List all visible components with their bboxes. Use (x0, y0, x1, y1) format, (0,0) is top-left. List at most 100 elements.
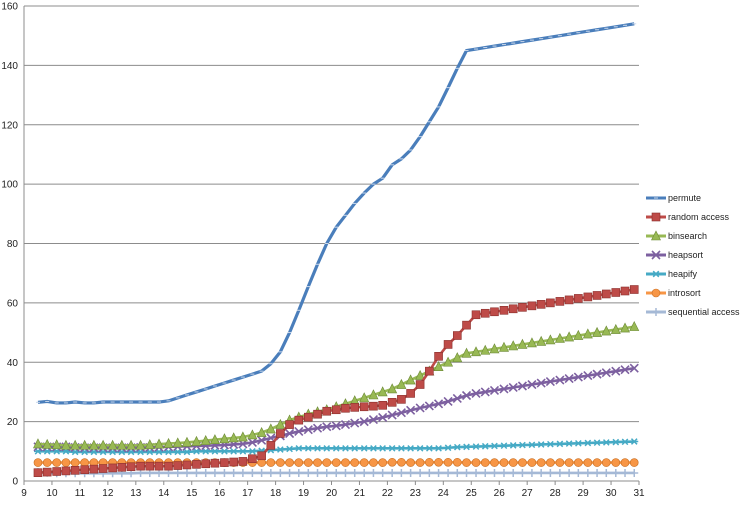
data-point (565, 440, 574, 447)
data-point (135, 439, 146, 450)
data-point (508, 458, 518, 467)
data-point (359, 402, 369, 412)
data-point (220, 458, 229, 467)
legend-label: heapsort (668, 250, 704, 260)
data-point (611, 468, 620, 477)
data-point (201, 468, 210, 477)
x-tick-label: 18 (270, 488, 282, 499)
data-point (182, 448, 191, 456)
data-point (248, 454, 257, 464)
data-point (108, 463, 117, 473)
x-tick-label: 12 (102, 488, 114, 499)
data-point (415, 380, 425, 389)
data-point (611, 438, 620, 446)
data-point (276, 468, 285, 477)
data-point (237, 431, 248, 442)
data-point (527, 301, 537, 311)
data-point (70, 466, 80, 475)
data-point (444, 444, 453, 452)
data-point (229, 468, 238, 477)
data-point (154, 461, 164, 471)
data-point (545, 376, 555, 387)
data-point (144, 439, 155, 450)
data-point (387, 398, 397, 407)
x-tick-label: 24 (438, 488, 450, 499)
data-point (405, 374, 416, 385)
data-point (461, 390, 472, 401)
data-point (136, 461, 145, 471)
data-point (275, 418, 286, 429)
data-point (220, 468, 229, 477)
data-point (341, 445, 350, 452)
x-tick-label: 10 (46, 488, 58, 499)
data-point (593, 468, 602, 477)
data-point (285, 468, 294, 477)
data-point (471, 388, 481, 398)
data-point (434, 399, 444, 409)
data-point (601, 289, 611, 299)
x-tick-label: 13 (130, 488, 142, 499)
legend: permute random access binsearch heapsort hea… (646, 193, 740, 317)
data-point (546, 458, 555, 467)
data-point (79, 439, 90, 450)
data-point (304, 445, 313, 452)
data-point (453, 468, 462, 477)
legend-item: random access (646, 212, 730, 222)
data-point (452, 457, 462, 467)
data-point (257, 435, 267, 445)
data-point (461, 347, 472, 358)
data-point (397, 457, 406, 467)
data-point (546, 468, 555, 477)
data-point (629, 320, 640, 331)
data-point (378, 412, 388, 423)
data-point (443, 396, 453, 407)
data-point (583, 458, 593, 467)
data-point (285, 458, 294, 467)
data-point (70, 439, 81, 450)
data-point (621, 438, 630, 446)
data-point (518, 468, 527, 477)
data-point (117, 463, 127, 472)
data-point (583, 439, 592, 447)
data-point (480, 458, 490, 467)
data-point (360, 445, 369, 452)
data-point (424, 401, 434, 411)
data-point (527, 468, 536, 477)
data-point (573, 329, 584, 340)
y-tick-label: 120 (1, 120, 18, 131)
x-tick-labels: 9 10 11 12 13 14 15 16 17 18 19 20 21 22 23 24 25 26 27 28 2… (21, 488, 645, 499)
legend-label: sequential access (668, 307, 740, 317)
data-point (499, 468, 508, 477)
data-point (611, 458, 621, 467)
legend-label: permute (668, 193, 701, 203)
data-point (359, 458, 369, 467)
y-tick-label: 40 (7, 358, 19, 369)
data-point (238, 447, 247, 455)
data-point (265, 423, 276, 434)
data-point (629, 285, 639, 294)
data-point (472, 443, 481, 450)
data-point (378, 468, 387, 477)
x-tick-label: 27 (522, 488, 534, 499)
legend-item: permute (646, 193, 701, 203)
data-point (490, 307, 499, 317)
y-tick-label: 80 (7, 239, 19, 250)
data-point (601, 458, 611, 467)
data-point (42, 458, 52, 467)
data-point (518, 458, 527, 467)
data-point (388, 445, 397, 452)
data-point (592, 326, 603, 337)
data-point (229, 447, 238, 455)
x-tick-label: 16 (214, 488, 226, 499)
data-point (52, 458, 62, 467)
data-point (629, 363, 639, 373)
legend-marker (651, 230, 661, 241)
legend-item: introsort (646, 288, 701, 298)
data-point (192, 460, 201, 469)
data-point (415, 403, 425, 413)
data-point (434, 457, 443, 467)
data-point (518, 303, 527, 312)
data-point (592, 369, 602, 379)
data-point (313, 458, 322, 467)
data-point (98, 439, 109, 450)
